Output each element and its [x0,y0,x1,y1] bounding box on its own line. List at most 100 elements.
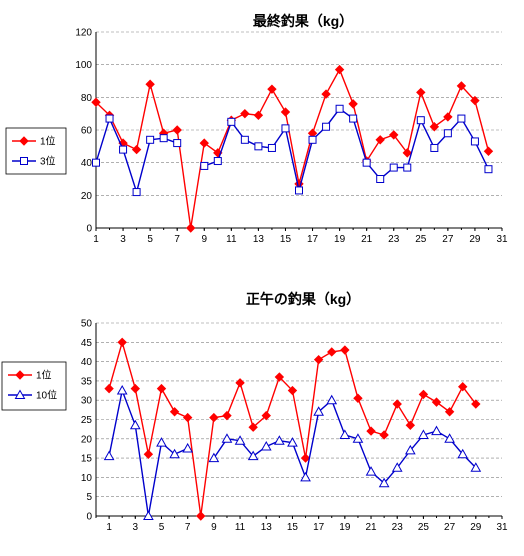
data-point [186,223,196,233]
x-tick-label: 31 [496,522,508,533]
x-tick-label: 5 [147,234,153,245]
x-tick-label: 7 [174,234,180,245]
y-tick-label: 30 [81,396,93,407]
x-tick-label: 15 [287,522,299,533]
data-point [253,110,264,121]
data-point [470,462,482,472]
x-tick-label: 5 [159,522,165,533]
data-point [418,429,429,439]
data-point [458,381,468,392]
data-point [313,406,325,416]
chart-noon-catch: 正午の釣果（kg） 0 5 10 15 20 25 30 35 40 45 50 1 3 5 7 9 11 13 15… [0,278,524,556]
data-point [116,385,128,395]
data-point [484,165,493,174]
legend-label: 3位 [40,155,56,168]
data-point [483,146,494,156]
data-point [173,139,182,148]
legend: 1位 10位 [1,361,67,411]
chart-title: 最終釣果（kg） [253,13,353,29]
y-tick-label: 5 [86,492,92,503]
x-tick-label: 29 [469,234,481,245]
data-point [247,450,259,461]
legend-label: 10位 [36,389,57,402]
data-point [389,163,398,172]
x-tick-label: 9 [201,234,207,245]
x-tick-label: 7 [185,522,191,533]
data-point [119,145,128,154]
y-tick-label: 50 [81,319,93,330]
data-point [430,143,439,152]
data-point [366,426,376,436]
data-point [287,437,298,447]
legend-marker [15,370,25,380]
data-point [349,114,358,123]
data-point [156,383,167,394]
series-line [95,116,178,195]
y-tick-label: 25 [81,415,93,426]
data-point [105,114,114,123]
data-point [234,435,246,445]
data-point [240,135,249,144]
series-line [213,399,477,485]
data-point [91,97,101,107]
x-tick-label: 15 [280,234,292,245]
data-point [392,399,402,409]
data-point [267,143,276,152]
y-tick-label: 80 [81,93,93,104]
data-point [131,144,142,155]
y-tick-label: 45 [81,338,93,349]
x-tick-label: 31 [496,234,508,245]
data-point [418,389,429,400]
data-point [156,437,167,447]
data-point [335,104,344,113]
series-1 [104,337,481,521]
y-tick-label: 120 [75,28,92,39]
data-point [221,433,233,443]
data-point [281,124,290,133]
data-point [326,394,338,405]
data-point [339,429,351,439]
legend-marker [19,136,29,146]
x-tick-label: 1 [93,234,99,245]
data-point [322,122,331,131]
data-point [129,419,141,430]
data-point [261,410,271,421]
y-tick-label: 0 [86,512,92,523]
x-tick-label: 11 [235,522,246,533]
data-point [416,116,425,125]
data-point [169,407,180,417]
legend-label: 1位 [36,369,52,382]
y-tick-label: 10 [81,473,93,484]
x-tick-label: 13 [261,522,273,533]
series-2 [92,104,493,197]
data-point [267,84,277,94]
data-point [172,125,182,135]
x-tick-label: 21 [365,522,377,533]
x-tick-label: 17 [307,234,319,245]
data-point [130,383,140,394]
y-tick-label: 20 [81,434,93,445]
data-point [143,449,154,459]
data-point [260,441,272,451]
data-point [213,157,222,166]
x-tick-label: 25 [418,522,430,533]
data-point [159,134,168,143]
data-point [389,130,399,140]
legend-marker [14,389,26,399]
data-point [235,378,245,388]
x-tick-label: 3 [133,522,139,533]
y-tick-label: 20 [81,191,93,202]
legend-label: 1位 [40,135,56,148]
data-point [362,158,371,167]
data-point [287,385,298,396]
x-tick-label: 1 [106,522,112,533]
data-point [208,452,220,463]
data-point [143,510,154,520]
data-point [200,161,209,170]
data-point [313,354,324,365]
data-point [470,137,479,146]
data-point [132,188,141,197]
x-tick-label: 25 [415,234,427,245]
